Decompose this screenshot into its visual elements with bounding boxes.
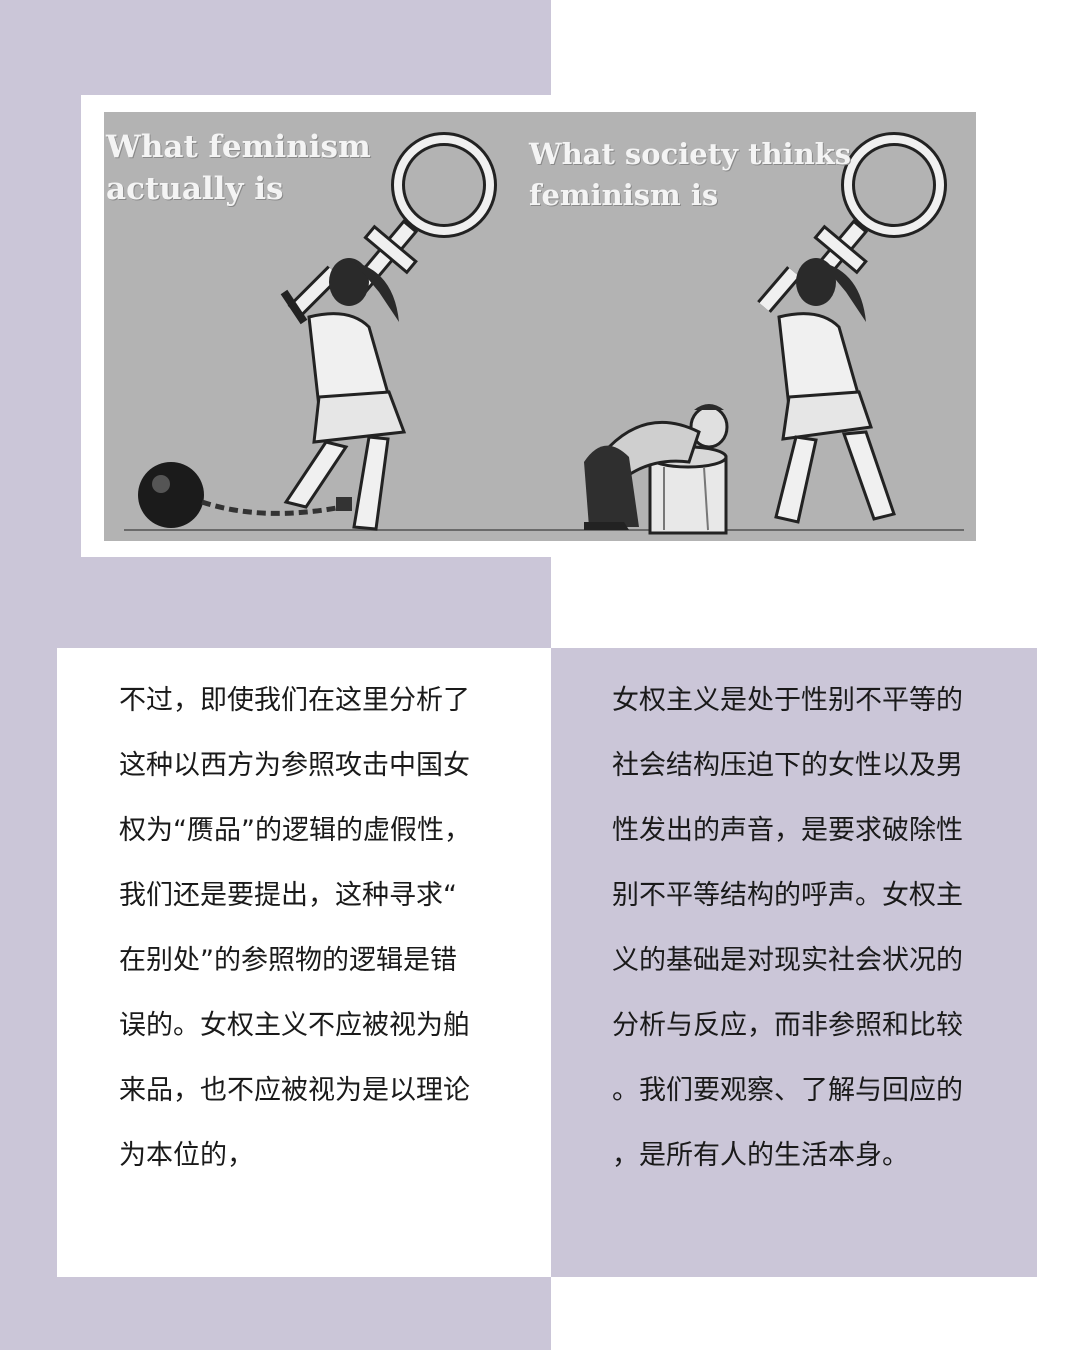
ball-and-chain — [138, 462, 352, 528]
left-text-panel — [57, 648, 551, 1277]
woman-left — [280, 258, 407, 531]
woman-right — [774, 258, 896, 524]
caption-left: What feminism actually is — [106, 129, 371, 207]
paragraph-left: 不过，即使我们在这里分析了 这种以西方为参照攻击中国女 权为“赝品”的逻辑的虚假… — [119, 685, 471, 1171]
caption-right: What society thinks feminism is — [529, 137, 852, 212]
right-text-panel — [551, 648, 1037, 1277]
paragraph-right: 女权主义是处于性别不平等的 社会结构压迫下的女性以及男 性发出的声音，是要求破除… — [612, 685, 963, 1171]
kneeling-man — [584, 404, 729, 530]
feminism-cartoon-image: What feminism actually is What society t… — [104, 112, 976, 541]
cartoon-drawing — [124, 132, 964, 535]
venus-hammer-left — [287, 132, 497, 319]
